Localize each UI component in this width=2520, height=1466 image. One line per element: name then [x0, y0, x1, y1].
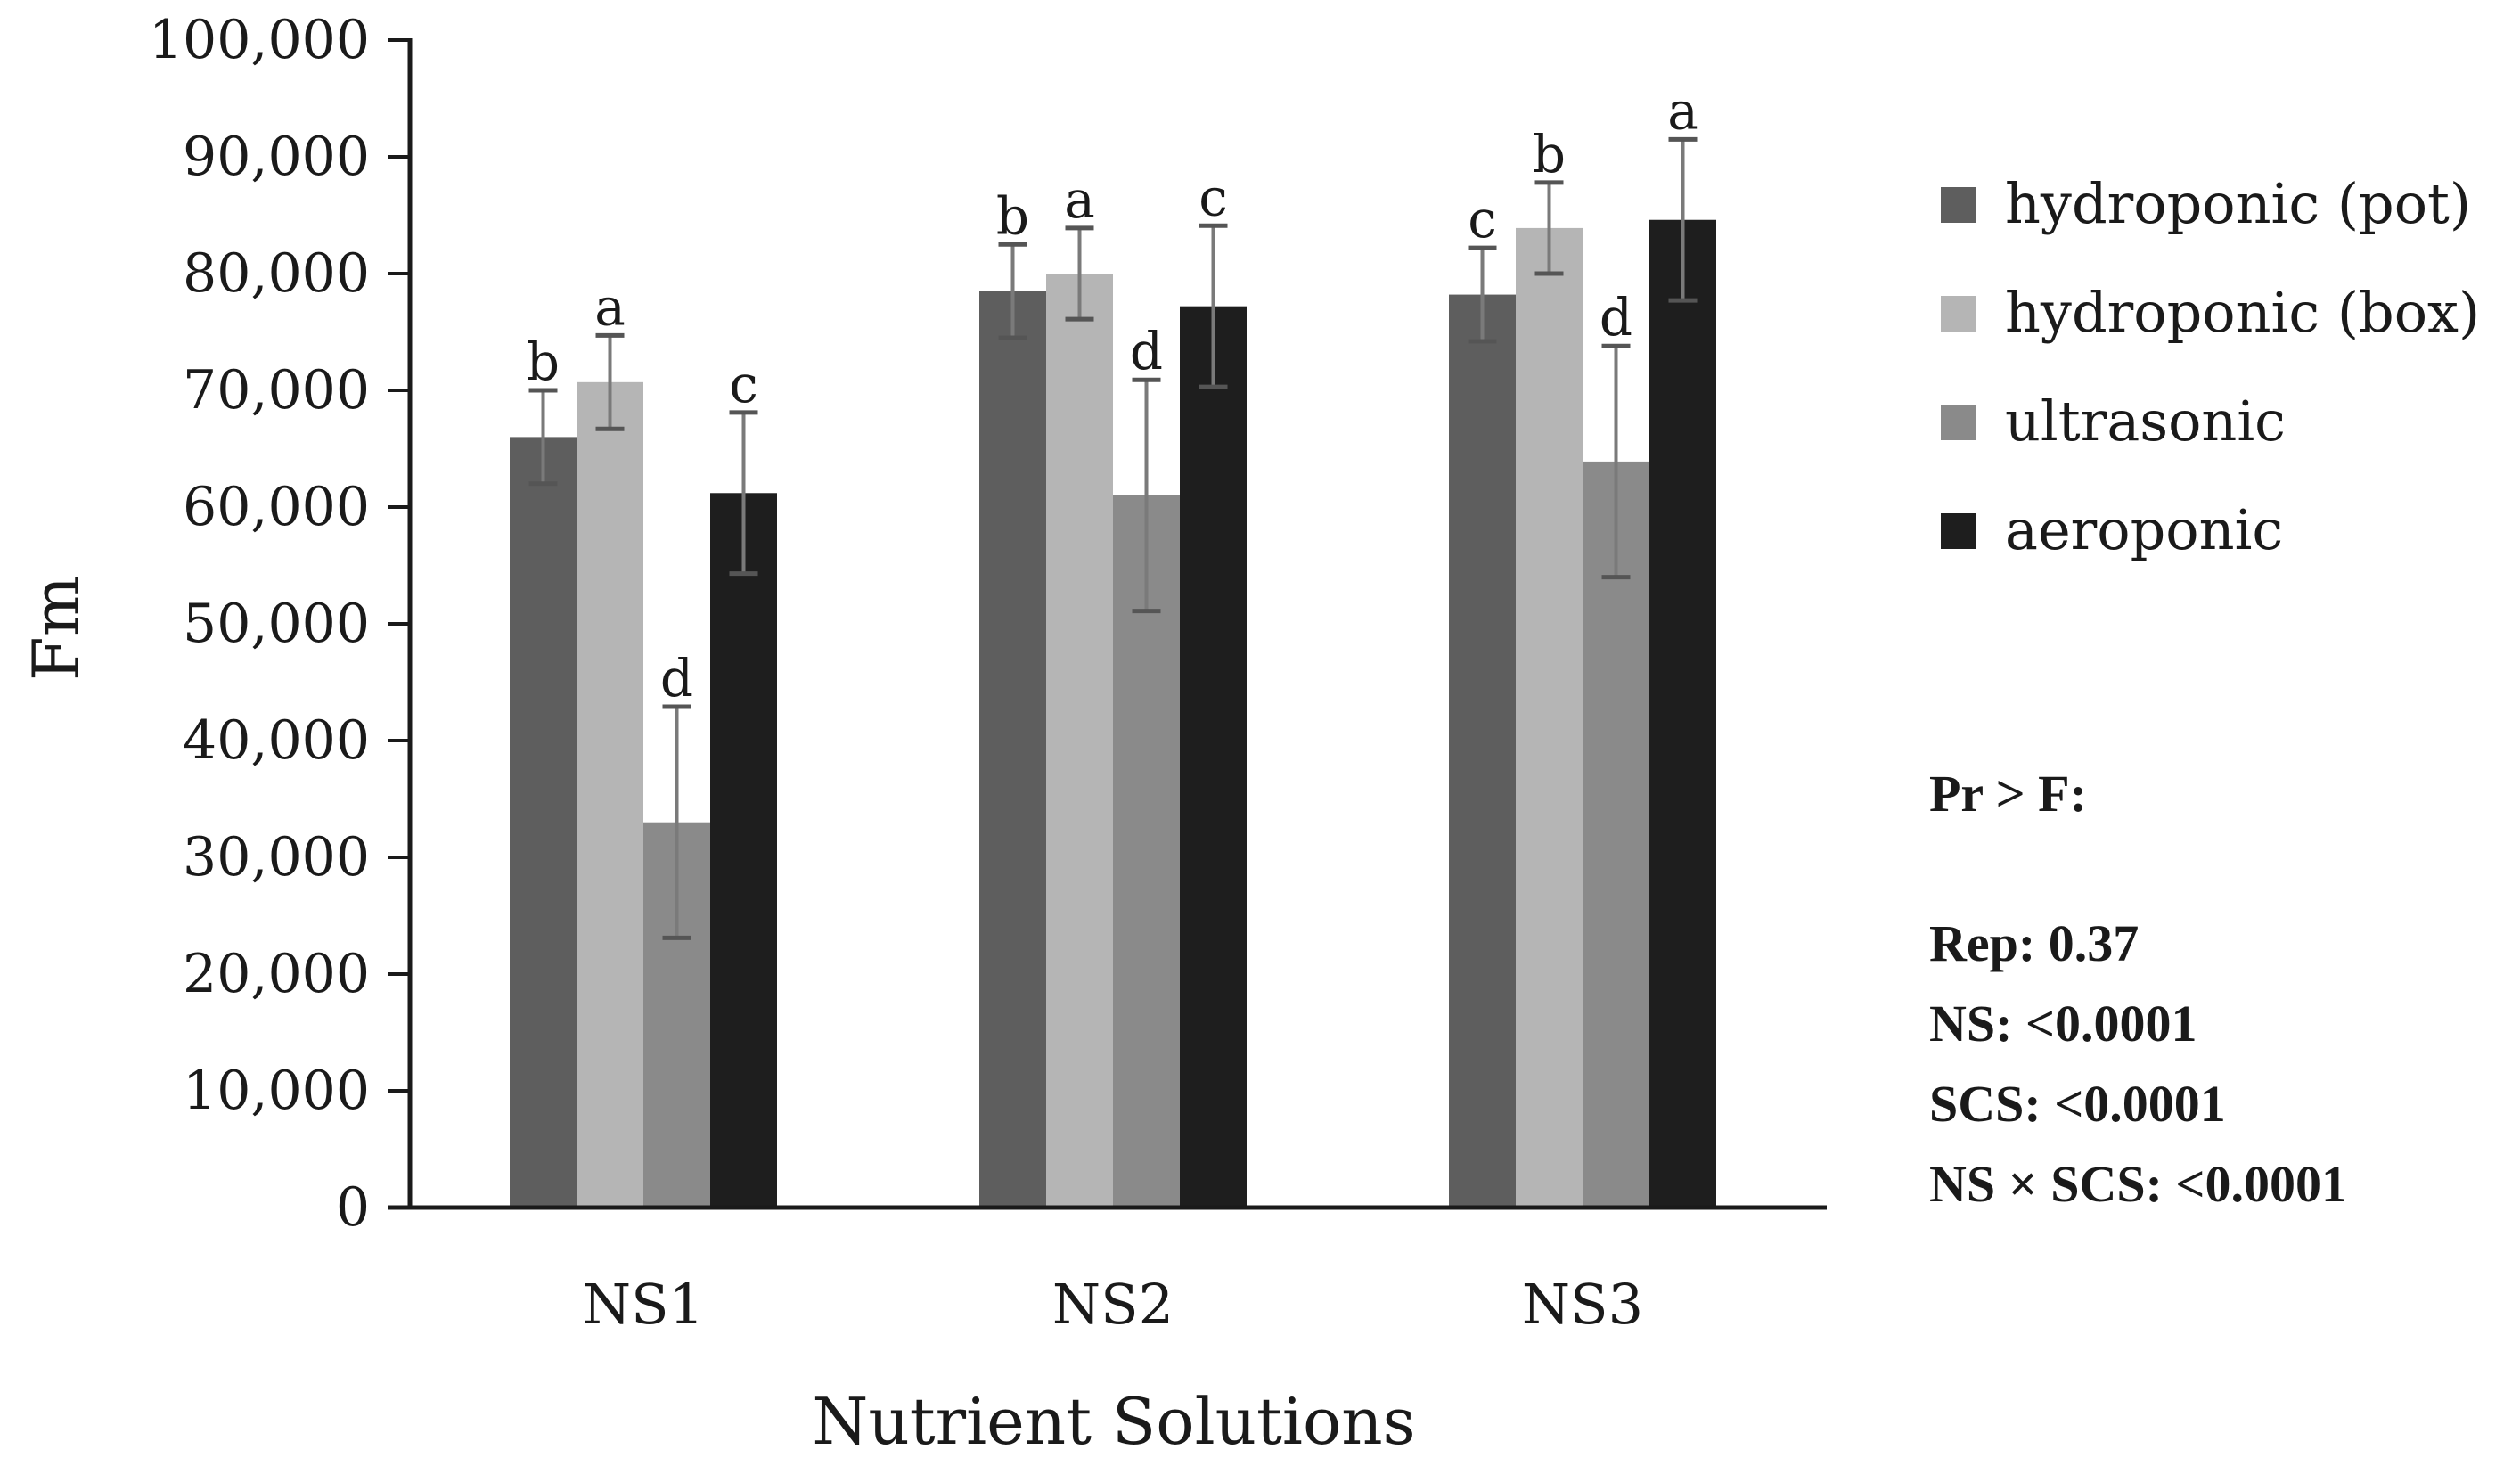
significance-letter: c	[1468, 189, 1496, 250]
y-tick-label: 100,000	[149, 9, 370, 71]
legend-swatch	[1941, 296, 1976, 332]
y-tick-label: 80,000	[183, 242, 370, 305]
bar-ns1-1	[510, 437, 577, 1208]
stats-line-ns: NS: <0.0001	[1929, 995, 2197, 1052]
y-tick-label: 10,000	[183, 1060, 370, 1122]
x-tick-label-ns3: NS3	[1522, 1272, 1643, 1337]
bar-ns3-3	[1583, 461, 1649, 1208]
legend-label: hydroponic (pot)	[2005, 171, 2471, 236]
bar-ns2-4	[1180, 306, 1247, 1208]
x-axis-title: Nutrient Solutions	[812, 1384, 1415, 1459]
bar-ns2-3	[1113, 495, 1180, 1208]
significance-letter: a	[1667, 80, 1698, 141]
significance-letter: d	[1130, 321, 1163, 381]
bars	[510, 219, 1716, 1208]
y-axis-ticks: 0 10,000 20,000 30,000 40,000 50,000 60,000 70,…	[149, 9, 410, 1239]
significance-letter: b	[1533, 124, 1566, 184]
y-tick-label: 0	[336, 1176, 370, 1239]
bar-ns2-1	[979, 291, 1046, 1208]
y-tick-label: 30,000	[183, 826, 370, 889]
error-bars	[528, 136, 1698, 940]
legend: hydroponic (pot) hydroponic (box) ultrason…	[1941, 171, 2480, 562]
x-axis-labels: NS1 NS2 NS3	[583, 1272, 1643, 1337]
x-tick-label-ns1: NS1	[583, 1272, 704, 1337]
bar-ns3-1	[1449, 294, 1516, 1208]
legend-swatch	[1941, 187, 1976, 223]
y-tick-label: 50,000	[183, 593, 370, 655]
stats-line-rep: Rep: 0.37	[1929, 914, 2139, 972]
significance-letter: a	[1064, 169, 1095, 230]
bar-ns1-4	[710, 493, 777, 1208]
significance-letter: a	[594, 276, 626, 337]
legend-swatch	[1941, 405, 1976, 440]
legend-swatch	[1941, 513, 1976, 549]
y-tick-label: 40,000	[183, 709, 370, 772]
legend-label: ultrasonic	[2005, 389, 2286, 454]
y-axis-title: Fm	[19, 576, 94, 681]
significance-letter: b	[996, 185, 1029, 246]
significance-letter: d	[660, 648, 693, 708]
statistics-annotation: Pr > F: Rep: 0.37 NS: <0.0001 SCS: <0.00…	[1929, 765, 2347, 1213]
bar-ns3-2	[1516, 227, 1583, 1208]
bar-ns1-2	[577, 381, 643, 1208]
y-tick-label: 20,000	[183, 943, 370, 1005]
y-tick-label: 70,000	[183, 359, 370, 422]
significance-letter: b	[527, 332, 560, 392]
legend-label: hydroponic (box)	[2005, 280, 2480, 345]
y-tick-label: 60,000	[183, 476, 370, 538]
stats-line-interaction: NS × SCS: <0.0001	[1929, 1155, 2347, 1213]
stats-heading: Pr > F:	[1929, 765, 2087, 823]
stats-line-scs: SCS: <0.0001	[1929, 1075, 2226, 1133]
significance-letter: d	[1600, 287, 1632, 348]
y-tick-label: 90,000	[183, 126, 370, 188]
legend-label: aeroponic	[2005, 497, 2283, 562]
significance-letter: c	[1199, 167, 1227, 227]
x-tick-label-ns2: NS2	[1052, 1272, 1174, 1337]
significance-letter: c	[729, 354, 757, 414]
bar-ns2-2	[1046, 274, 1113, 1208]
bar-ns3-4	[1649, 219, 1716, 1208]
